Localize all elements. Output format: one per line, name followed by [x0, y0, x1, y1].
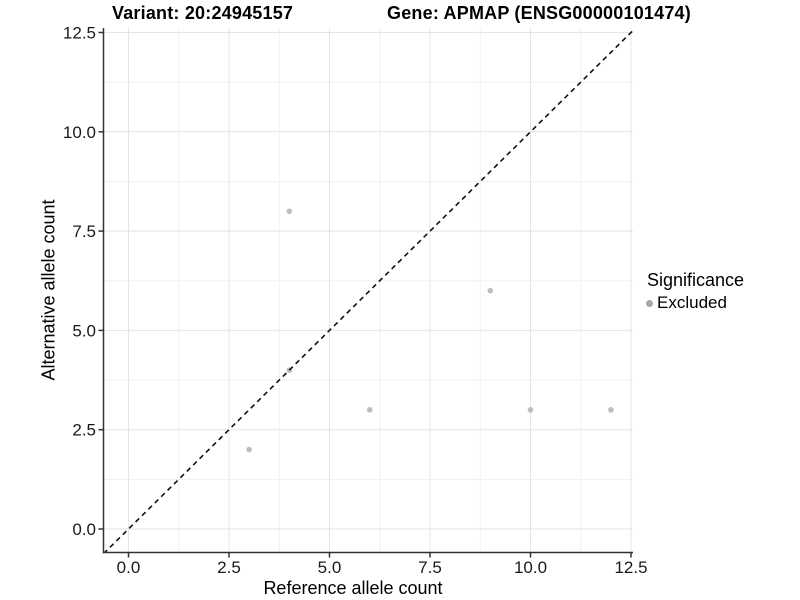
grid-minor [103, 28, 633, 553]
data-point [286, 208, 293, 215]
x-tick-labels: 0.0 2.5 5.0 7.5 10.0 12.5 [117, 558, 648, 577]
y-tick-label: 0.0 [72, 520, 96, 539]
data-point [246, 446, 252, 453]
axis-lines [102, 28, 633, 554]
grid-major [103, 28, 633, 553]
y-tick-label: 10.0 [63, 123, 96, 142]
plot-title-variant: Variant: 20:24945157 [112, 3, 294, 23]
data-point [527, 407, 534, 413]
x-tick-label: 5.0 [318, 558, 342, 577]
y-tick-labels: 0.0 2.5 5.0 7.5 10.0 12.5 [63, 24, 96, 540]
panel-background [103, 28, 633, 553]
data-point [366, 407, 373, 413]
y-tick-label: 7.5 [72, 222, 96, 241]
x-tick-label: 2.5 [217, 558, 241, 577]
identity-line [103, 29, 633, 553]
x-tick-label: 0.0 [117, 558, 141, 577]
tick-marks [98, 31, 632, 558]
x-tick-label: 12.5 [614, 558, 647, 577]
y-tick-label: 2.5 [72, 421, 96, 440]
legend-item-excluded: Excluded [646, 293, 798, 313]
plot-title-gene: Gene: APMAP (ENSG00000101474) [387, 3, 691, 23]
legend-item-label: Excluded [657, 293, 727, 312]
data-point [608, 407, 614, 413]
legend: Significance Excluded [646, 270, 798, 313]
data-point [487, 287, 494, 294]
x-tick-label: 10.0 [514, 558, 547, 577]
x-axis-title: Reference allele count [263, 578, 443, 598]
legend-title: Significance [647, 270, 745, 290]
y-tick-label: 12.5 [63, 24, 96, 43]
x-tick-label: 7.5 [418, 558, 442, 577]
legend-dot-icon [646, 299, 653, 307]
y-axis-title: Alternative allele count [38, 199, 59, 381]
y-tick-label: 5.0 [72, 321, 96, 340]
